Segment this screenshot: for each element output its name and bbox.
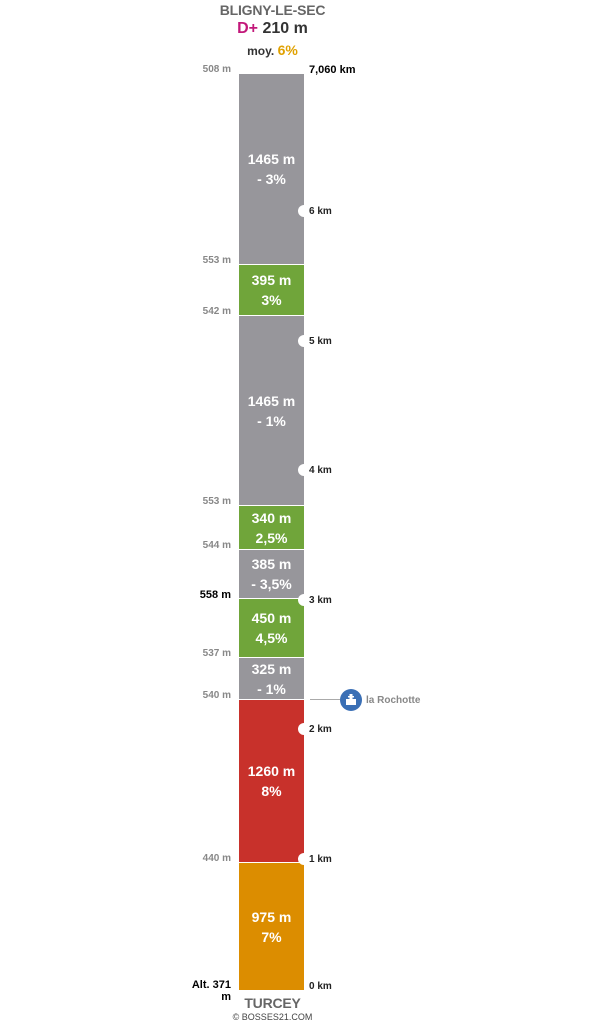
segment-grade: 7% [261,928,282,945]
km-marker-label: 0 km [309,981,332,992]
segment-length: 325 m [251,660,292,677]
segment-grade: - 1% [257,412,286,429]
km-marker-notch [298,723,310,735]
average-value: 6% [277,42,298,58]
km-marker-label: 2 km [309,724,332,735]
profile-segment: 340 m 2,5% [239,506,304,549]
km-marker-notch [298,335,310,347]
altitude-label: 508 m [202,64,231,75]
altitude-label: 558 m [199,589,231,601]
km-marker-notch [298,464,310,476]
segment-length: 385 m [251,556,292,572]
profile-segment: 1465 m - 1% [239,316,304,505]
altitude-label: 553 m [202,496,231,507]
segment-grade: 3% [261,292,282,308]
profile-segment: 395 m 3% [239,265,304,315]
total-distance: 7,060 km [309,64,356,76]
profile-segment: 450 m 4,5% [239,599,304,657]
segment-grade: - 3% [257,171,286,187]
segment-length: 395 m [251,272,292,288]
profile-segment: 1465 m - 3% [239,74,304,264]
altitude-label: 537 m [202,648,231,659]
average-label: moy. [247,44,275,58]
base-title: TURCEY [244,995,301,1011]
altitude-label: 540 m [202,690,231,701]
altitude-label: 440 m [202,853,231,864]
km-marker-label: 1 km [309,854,332,865]
segment-length: 450 m [251,610,292,626]
km-marker-notch [298,205,310,217]
km-marker-label: 6 km [309,206,332,217]
altitude-label: 553 m [202,255,231,266]
segment-length: 1260 m [247,763,296,779]
km-marker-label: 5 km [309,336,332,347]
altitude-label: Alt. 371 m [191,979,231,1003]
segment-grade: 4,5% [255,630,288,646]
km-marker-notch [298,594,310,606]
average-grade: moy. 6% [0,42,545,58]
poi-connector [310,699,340,700]
segment-grade: - 1% [257,680,286,697]
segment-length: 1465 m [247,392,296,409]
segment-grade: 2,5% [255,529,288,546]
profile-segment: 325 m - 1% [239,658,304,699]
profile-segment: 975 m 7% [239,863,304,990]
dplus-value: 210 m [262,20,308,37]
segment-grade: 8% [261,783,282,799]
segment-length: 340 m [251,509,292,526]
km-marker-notch [298,853,310,865]
altitude-label: 544 m [202,540,231,551]
segment-length: 1465 m [247,151,296,167]
km-marker-label: 3 km [309,595,332,606]
poi-label: la Rochotte [366,695,421,706]
elevation-gain: D+ 210 m [0,20,545,38]
profile-segment: 385 m - 3,5% [239,550,304,598]
segment-length: 975 m [251,908,292,925]
altitude-label: 542 m [202,306,231,317]
church-icon [340,689,362,711]
km-marker-label: 4 km [309,465,332,476]
segment-grade: - 3,5% [251,576,292,592]
summit-title: BLIGNY-LE-SEC [219,2,326,18]
credit: © BOSSES21.COM [232,1012,313,1022]
profile-segment: 1260 m 8% [239,700,304,862]
dplus-label: D+ [237,20,259,37]
